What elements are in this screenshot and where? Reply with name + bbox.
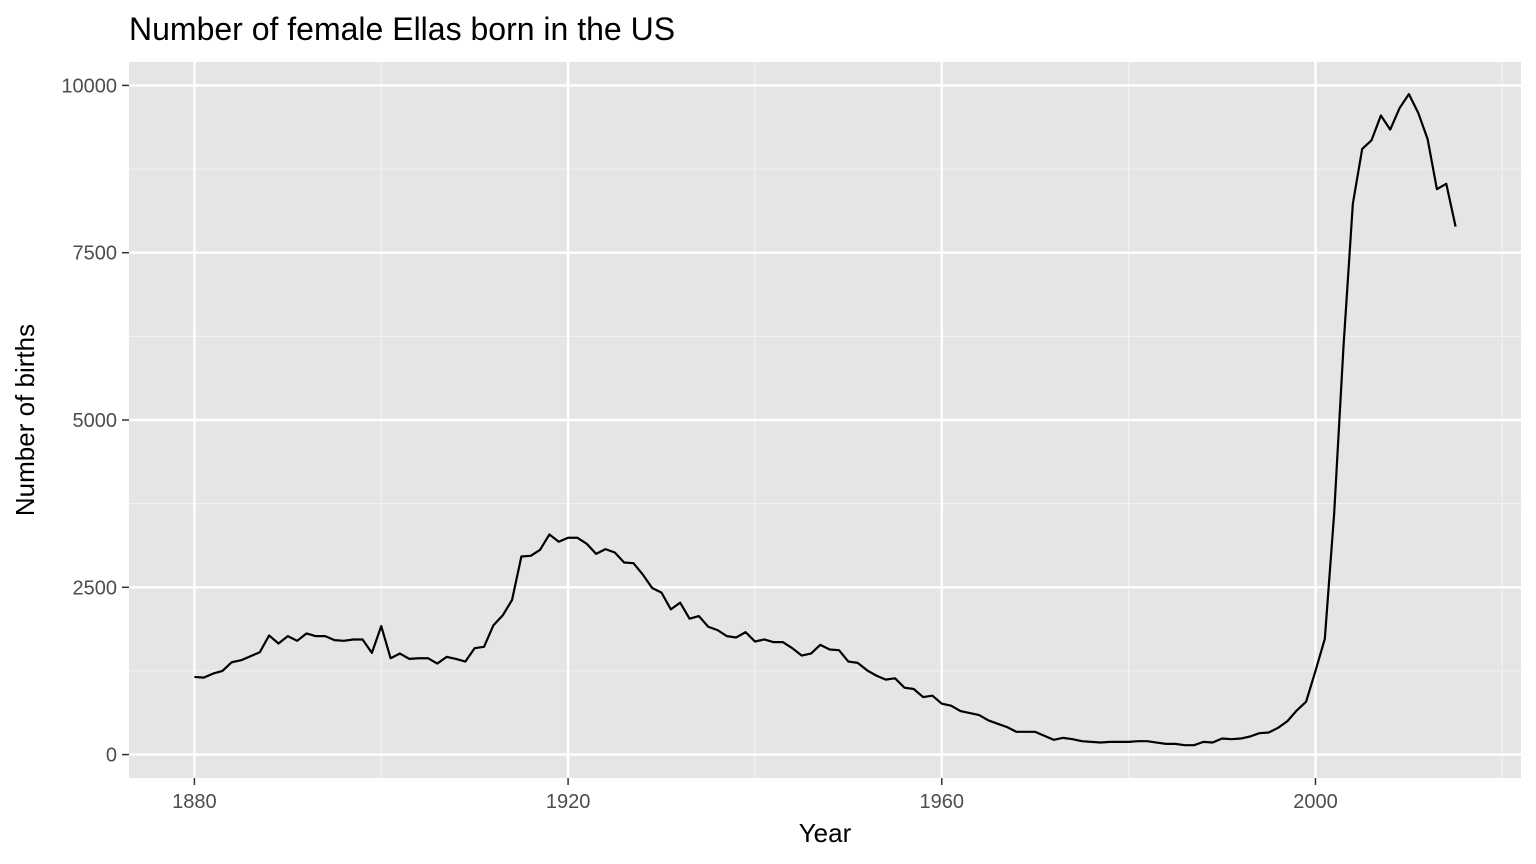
y-tick-label: 10000 <box>61 75 117 97</box>
chart-title: Number of female Ellas born in the US <box>129 11 675 47</box>
x-axis-title: Year <box>799 818 852 848</box>
y-tick-label: 5000 <box>73 410 118 432</box>
x-tick-label: 1880 <box>172 791 217 813</box>
y-tick-label: 2500 <box>73 577 118 599</box>
x-axis: 1880 1920 1960 2000 <box>172 778 1338 813</box>
y-tick-label: 0 <box>106 745 117 767</box>
y-tick-label: 7500 <box>73 243 118 265</box>
major-gridlines <box>129 62 1521 778</box>
x-tick-label: 2000 <box>1293 791 1338 813</box>
x-tick-label: 1920 <box>546 791 591 813</box>
y-axis-title: Number of births <box>10 324 40 516</box>
x-tick-label: 1960 <box>920 791 965 813</box>
series-line <box>194 93 1457 747</box>
y-axis: 0 2500 5000 7500 10000 <box>61 75 129 767</box>
